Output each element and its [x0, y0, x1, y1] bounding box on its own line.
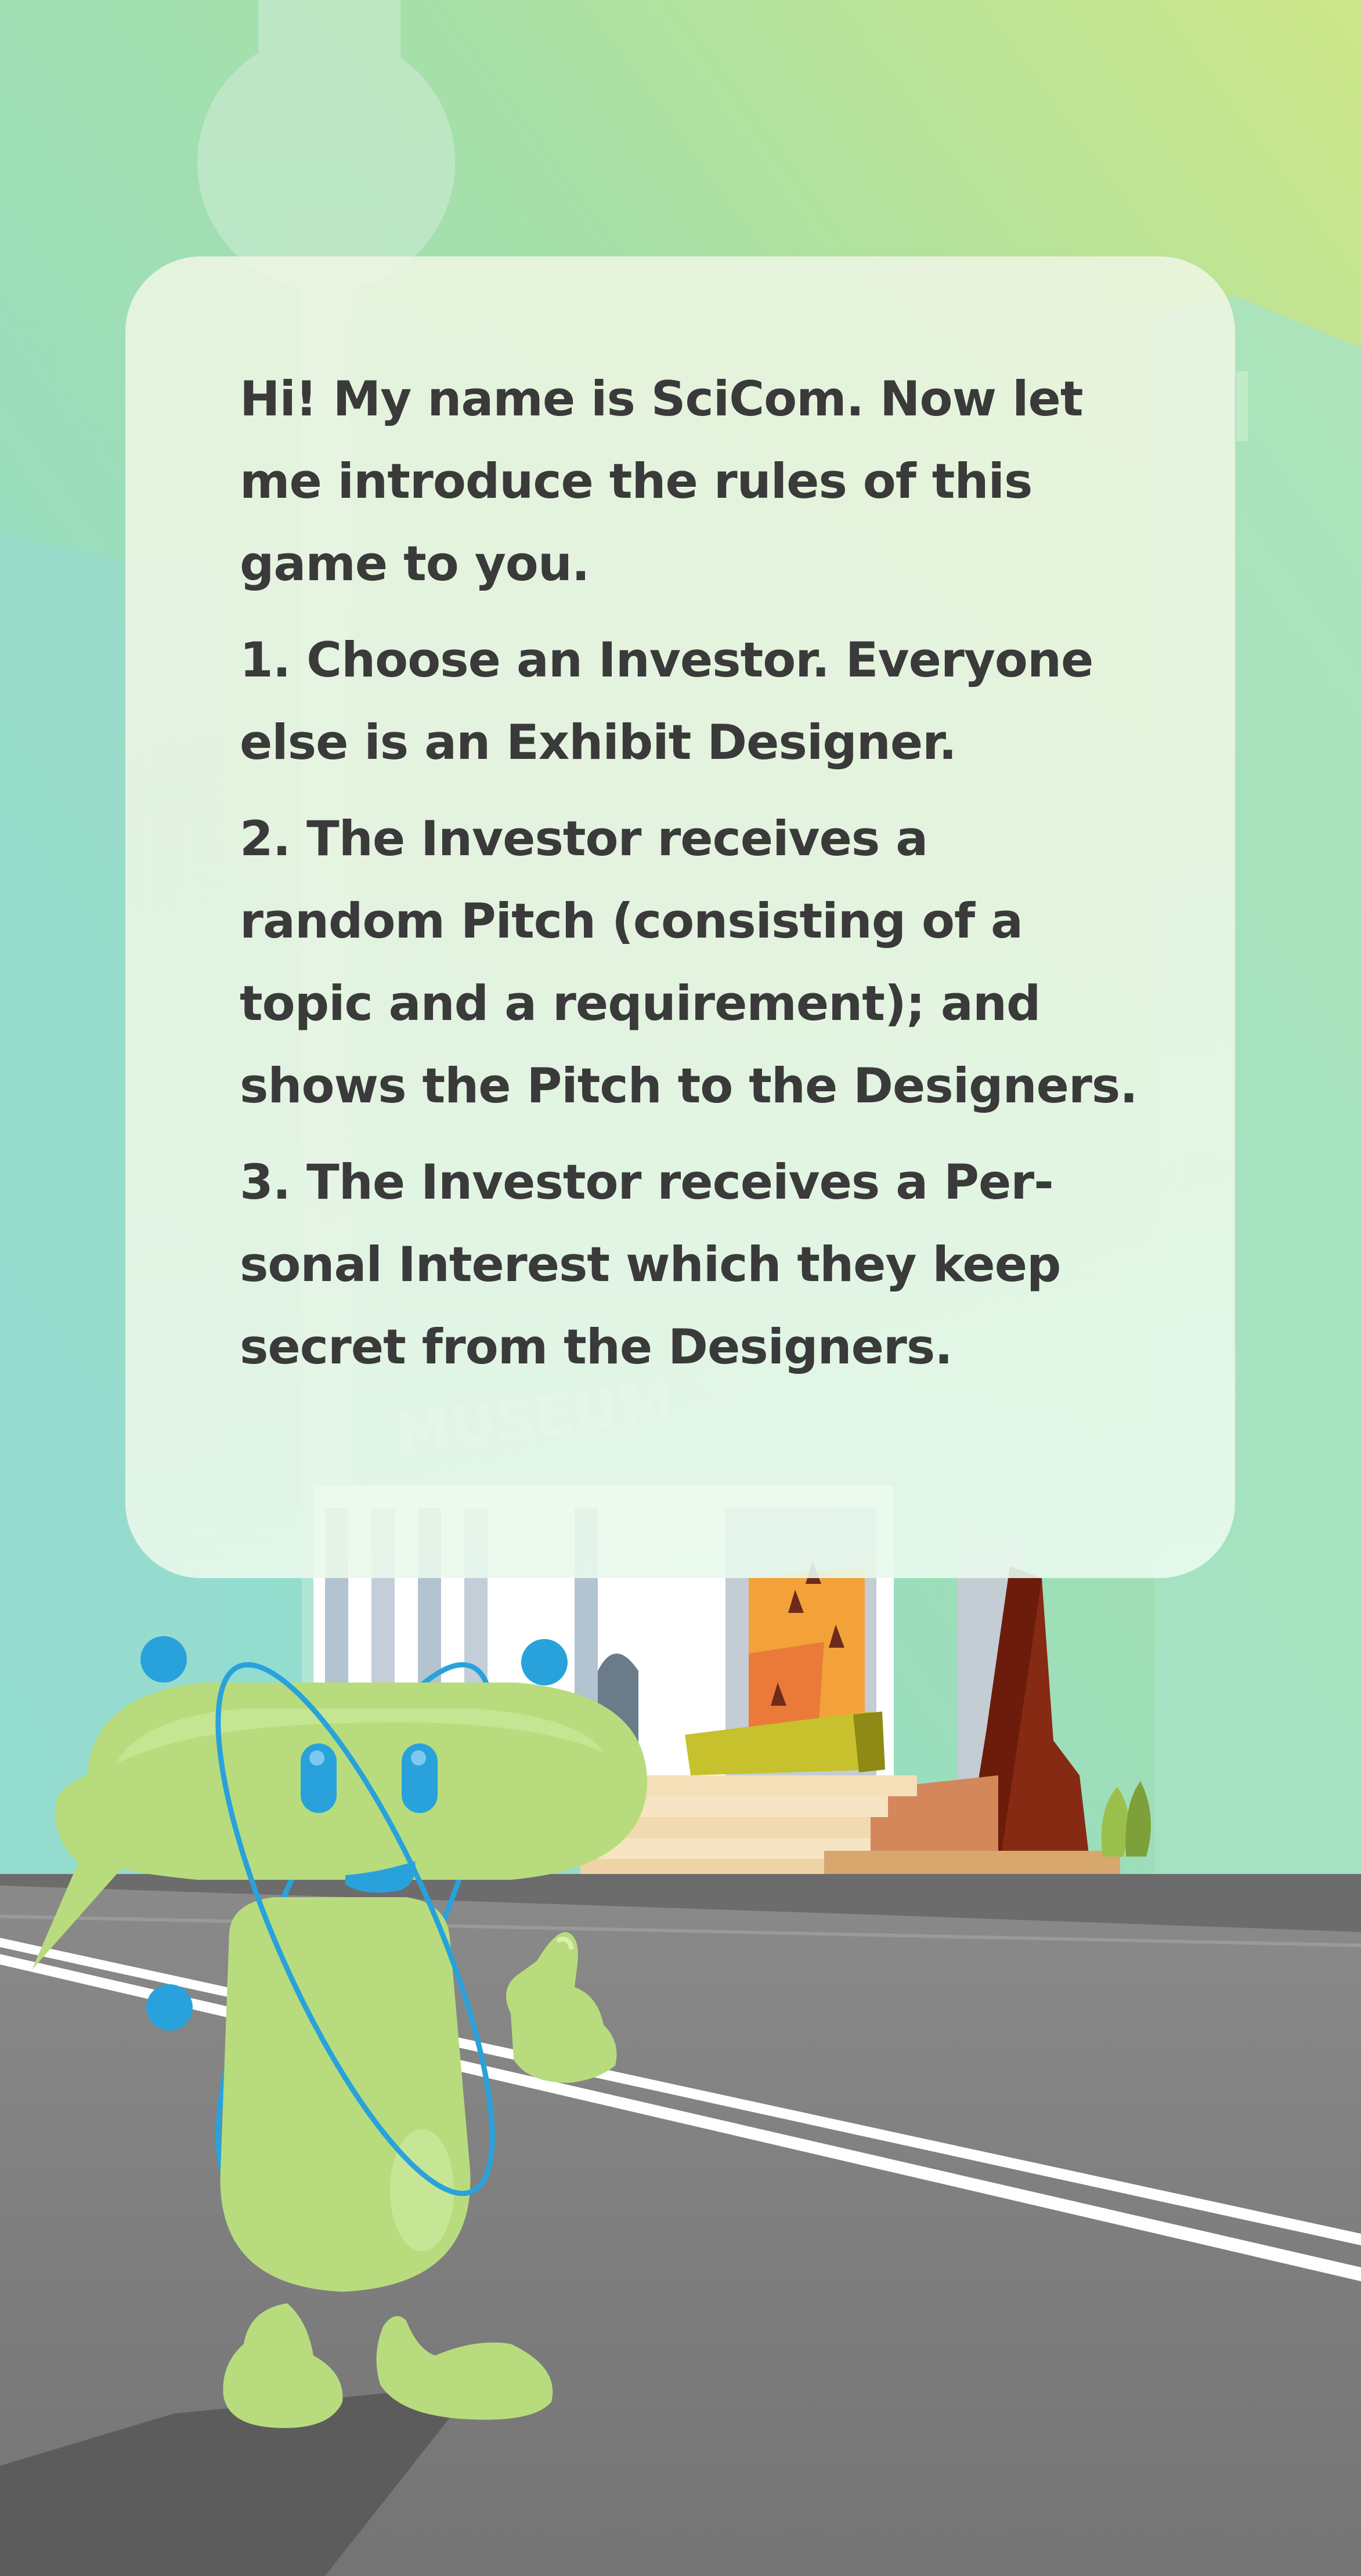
intro-text: Hi! My name is SciCom. Now let me introd…	[240, 371, 1084, 592]
museum-steps	[580, 1775, 1120, 1876]
bushes	[1101, 1781, 1151, 1857]
rock-sculpture	[830, 1566, 1091, 1874]
yellow-bench	[685, 1712, 885, 1775]
rule-3-text: 3. The Investor receives a Per-sonal Int…	[240, 1154, 1061, 1375]
rules-dialog-bubble: Hi! My name is SciCom. Now let me introd…	[125, 256, 1235, 1578]
scicom-mascot	[32, 1636, 648, 2428]
rule-2-text: 2. The Investor receives a random Pitch …	[240, 811, 1138, 1114]
rule-1-text: 1. Choose an Investor. Everyone else is …	[240, 632, 1093, 770]
